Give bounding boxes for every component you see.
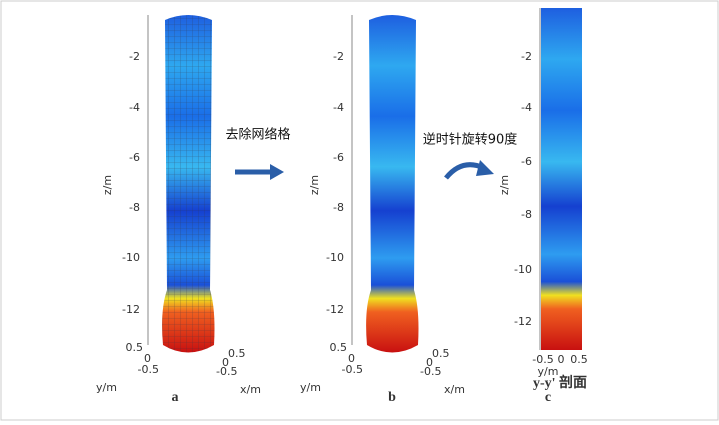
x-tick-label: 0 [558,353,565,366]
y-tick-label: 0.5 [126,341,144,354]
z-tick-label: -4 [129,101,140,114]
z-tick-label: -10 [122,251,140,264]
arrow-label: 去除网络格 [225,127,290,143]
x-axis-label: x/m [444,383,465,396]
x-tick-label: 0 [426,356,433,369]
arrow-head [270,164,284,180]
x-tick-label: -0.5 [216,365,237,378]
z-tick-label: -8 [333,201,344,214]
x-tick-label: -0.5 [420,365,441,378]
y-axis-label: y/m [96,381,117,394]
z-tick-label: -2 [129,50,140,63]
y-tick-label: 0 [144,352,151,365]
z-tick-label: -4 [521,101,532,114]
x-axis-label: x/m [240,383,261,396]
z-axis-label: z/m [101,175,114,195]
z-tick-label: -12 [122,303,140,316]
z-tick-label: -12 [326,303,344,316]
arrow-head [476,160,494,176]
z-tick-label: -8 [129,201,140,214]
y-tick-label: 0.5 [330,341,348,354]
arrow-label: 逆时针旋转90度 [423,132,518,148]
z-tick-label: -4 [333,101,344,114]
caption: a [172,390,179,405]
z-axis-label: z/m [308,175,321,195]
z-tick-label: -2 [521,50,532,63]
z-axis-label: z/m [498,175,511,195]
section-label: y-y' 剖面 [533,374,587,391]
y-tick-label: -0.5 [342,363,363,376]
x-tick-label: 0.5 [228,347,246,360]
z-tick-label: -8 [521,208,532,221]
z-tick-label: -10 [514,263,532,276]
x-axis-label: y/m [538,365,559,378]
caption: b [388,390,396,405]
y-axis-label: y/m [300,381,321,394]
panels [147,8,582,353]
y-tick-label: 0 [348,352,355,365]
x-tick-label: 0.5 [570,353,588,366]
cylinder-b [366,15,419,353]
mesh-a [162,15,215,353]
x-tick-label: 0.5 [432,347,450,360]
z-tick-label: -6 [521,155,532,168]
z-tick-label: -6 [129,151,140,164]
section-c [541,8,582,350]
x-tick-label: 0 [222,356,229,369]
z-tick-label: -10 [326,251,344,264]
y-tick-label: -0.5 [138,363,159,376]
z-tick-label: -6 [333,151,344,164]
caption: c [545,390,551,405]
x-tick-label: -0.5 [532,353,553,366]
z-tick-label: -2 [333,50,344,63]
z-tick-label: -12 [514,315,532,328]
